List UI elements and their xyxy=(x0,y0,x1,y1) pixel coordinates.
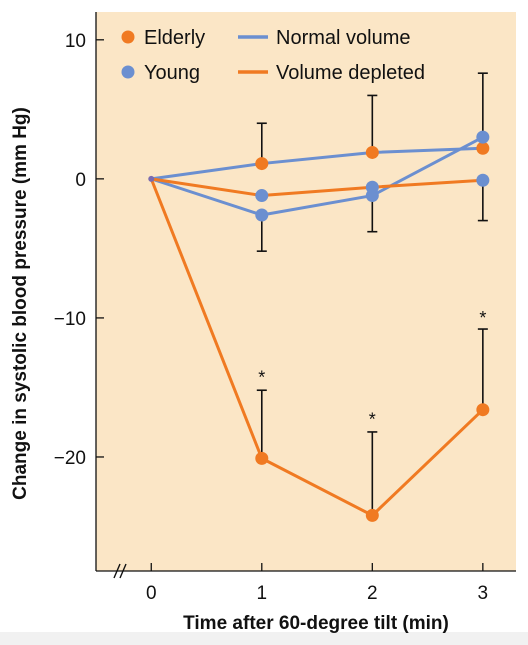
y-tick-label: 10 xyxy=(65,31,86,52)
x-tick-label: 0 xyxy=(146,583,157,604)
annotations: * * * xyxy=(258,308,486,430)
x-tick-label: 1 xyxy=(257,583,268,604)
data-point xyxy=(255,157,269,171)
significance-marker: * xyxy=(258,368,265,388)
y-axis-title: Change in systolic blood pressure (mm Hg… xyxy=(10,107,31,500)
y-tick-label: −20 xyxy=(54,448,86,469)
significance-marker: * xyxy=(369,409,376,429)
legend-label: Elderly xyxy=(144,27,205,49)
data-point xyxy=(476,141,490,155)
page-footer-band xyxy=(0,632,528,645)
legend-label: Volume depleted xyxy=(276,62,425,84)
data-point xyxy=(365,145,379,159)
legend-label: Young xyxy=(144,62,200,84)
data-point xyxy=(476,403,490,417)
origin-point xyxy=(148,175,155,182)
series-line-1 xyxy=(149,135,485,217)
axis-break-mark xyxy=(119,563,127,579)
x-axis-title: Time after 60-degree tilt (min) xyxy=(183,613,449,634)
error-bars xyxy=(256,72,488,516)
plot-background xyxy=(96,12,516,571)
legend-marker xyxy=(121,30,135,44)
data-point xyxy=(476,173,490,187)
series-line-2 xyxy=(149,177,485,198)
x-tick-label: 2 xyxy=(367,583,378,604)
y-tick-label: −10 xyxy=(54,309,86,330)
data-point xyxy=(255,451,269,465)
series-line-0 xyxy=(149,146,485,181)
data-point xyxy=(365,180,379,194)
y-tick-label: 0 xyxy=(75,170,86,191)
data-point xyxy=(255,189,269,203)
data-point xyxy=(255,208,269,222)
series-line-3 xyxy=(149,177,485,517)
legend-marker xyxy=(121,65,135,79)
data-point xyxy=(476,130,490,144)
axes: 10 0 −10 −20 0 1 2 3 xyxy=(54,12,516,604)
legend-label: Normal volume xyxy=(276,27,410,49)
legend: Elderly Young Normal volume Volume depleted xyxy=(121,27,425,84)
data-points xyxy=(148,130,490,522)
data-point xyxy=(365,508,379,522)
axis-break-mark xyxy=(113,563,121,579)
x-tick-label: 3 xyxy=(478,583,489,604)
series-lines xyxy=(149,135,485,517)
significance-marker: * xyxy=(479,308,486,328)
